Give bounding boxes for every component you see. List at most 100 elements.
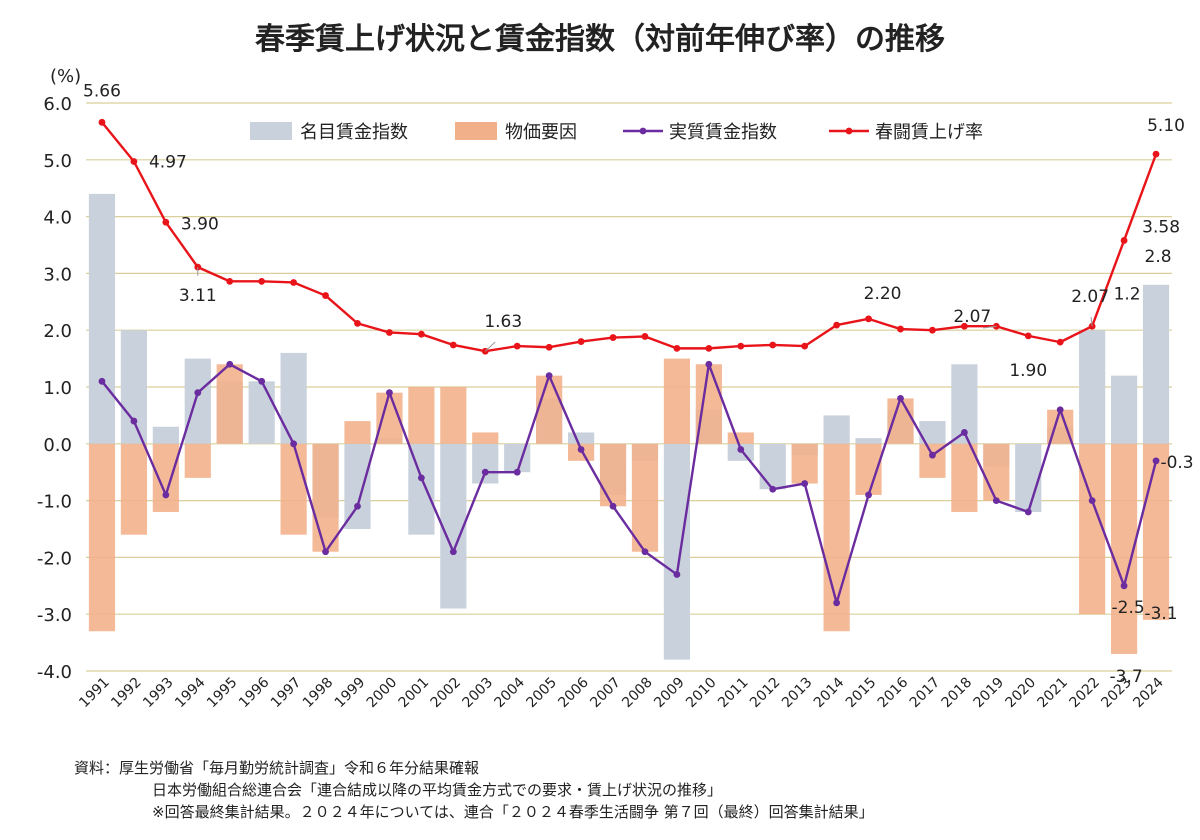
real-wage-point: [1152, 457, 1160, 465]
y-tick-label: -2.0: [37, 548, 72, 569]
y-tick-label: 3.0: [43, 264, 72, 285]
nominal-wage-bar: [1110, 375, 1138, 444]
real-wage-line: [101, 363, 1158, 605]
shunto-rate-point: [258, 277, 266, 285]
x-tick-label: 2014: [811, 674, 848, 711]
price-factor-bar: [695, 364, 722, 444]
real-wage-point: [801, 480, 809, 487]
nominal-wage-bar: [88, 193, 116, 444]
data-label: 2.8: [1145, 247, 1172, 267]
price-factor-bar: [1079, 443, 1106, 615]
price-factor-bar: [280, 443, 307, 535]
real-wage-point: [929, 451, 936, 459]
shunto-rate-point: [833, 321, 841, 329]
x-tick-label: 2012: [747, 675, 784, 712]
data-label: 2.07: [1071, 287, 1109, 307]
price-factor-bar: [631, 443, 659, 552]
data-label: -0.3: [1160, 453, 1193, 473]
shunto-rate-point: [1024, 332, 1032, 340]
price-factor-bar: [887, 398, 914, 444]
real-wage-point: [865, 491, 872, 499]
real-wage-point: [545, 372, 553, 380]
data-label: 3.11: [179, 286, 217, 306]
source-notes: 資料：厚生労働省「毎月勤労統計調査」令和６年分結果確報 日本労働組合総連合会「連…: [74, 757, 874, 823]
x-tick-label: 1998: [300, 675, 337, 712]
data-label-leader: [484, 341, 496, 352]
source-note-2: 日本労働組合総連合会「連合結成以降の平均賃金方式での要求・賃上げ状況の推移」: [152, 781, 723, 799]
shunto-rate-point: [801, 342, 809, 350]
x-tick-label: 2015: [843, 675, 880, 712]
real-wage-point: [1088, 497, 1096, 504]
x-tick-label: 2011: [715, 675, 752, 712]
shunto-rate-point: [897, 325, 904, 333]
real-wage-point: [1120, 582, 1128, 590]
x-tick-label: 2013: [779, 675, 816, 712]
nominal-wage-bar: [472, 443, 499, 484]
nominal-wage-bar: [759, 443, 786, 490]
real-wage-point: [258, 377, 266, 385]
real-wage-point: [322, 548, 329, 556]
x-tick-label: 1992: [108, 675, 145, 712]
real-wage-point: [386, 389, 393, 397]
shunto-rate-point: [609, 334, 617, 341]
nominal-wage-bar: [440, 443, 467, 609]
real-wage-point: [673, 571, 681, 578]
data-label: -3.7: [1110, 667, 1143, 687]
real-wage-point: [705, 360, 713, 368]
y-tick-label: 2.0: [43, 321, 72, 342]
real-wage-point: [1024, 508, 1032, 516]
data-label: 3.58: [1142, 217, 1180, 237]
price-factor-bar: [1142, 443, 1170, 620]
x-tick-label: 2018: [939, 675, 976, 712]
legend-label: 実質賃金指数: [669, 122, 777, 143]
price-factor-bar: [120, 443, 148, 535]
real-wage-point: [1056, 406, 1064, 414]
real-wage-point: [769, 485, 777, 493]
price-factor-bar: [599, 443, 627, 507]
y-tick-label: 5.0: [43, 151, 72, 172]
data-label: 2.20: [864, 284, 902, 304]
price-factor-bar: [791, 443, 818, 484]
price-factor-bar: [951, 443, 978, 512]
real-wage-point: [960, 429, 968, 436]
x-tick-label: 2006: [555, 674, 592, 711]
data-label: -3.1: [1144, 604, 1177, 624]
real-wage-point: [449, 548, 457, 556]
x-tick-label: 2020: [1003, 675, 1040, 712]
shunto-rate-point: [354, 319, 361, 327]
shunto-rate-point: [1120, 237, 1128, 244]
shunto-rate-point: [737, 342, 745, 350]
legend-swatch-point: [845, 127, 853, 135]
real-wage-point: [609, 502, 617, 510]
price-factor-bar: [727, 432, 754, 444]
x-tick-label: 1991: [76, 675, 113, 712]
x-tick-label: 2001: [396, 675, 433, 712]
nominal-wage-bar: [919, 421, 946, 444]
legend-swatch: [250, 122, 292, 140]
real-wage-point: [992, 497, 1000, 504]
data-label-leader: [1090, 316, 1093, 327]
shunto-rate-point: [226, 277, 234, 285]
shunto-rate-line: [101, 121, 1158, 353]
y-tick-label: 0.0: [43, 435, 72, 456]
data-label: 2.07: [953, 307, 991, 327]
shunto-rate-point: [290, 279, 298, 286]
real-wage-point: [290, 440, 298, 448]
shunto-rate-point: [641, 333, 649, 340]
price-factor-bar: [408, 387, 435, 444]
x-tick-label: 2002: [428, 675, 465, 712]
real-wage-point: [833, 599, 841, 607]
shunto-rate-point: [545, 343, 553, 351]
data-label: 3.90: [181, 214, 219, 234]
x-tick-label: 2016: [875, 674, 912, 711]
nominal-wage-bar: [280, 352, 307, 444]
nominal-wage-bar: [567, 432, 595, 444]
x-tick-label: 2007: [587, 675, 624, 712]
shunto-rate-point: [769, 341, 777, 349]
y-tick-label: 4.0: [43, 208, 72, 229]
shunto-rate-point: [1056, 338, 1064, 346]
nominal-wage-bar: [152, 426, 179, 444]
data-label: 4.97: [149, 153, 187, 173]
nominal-wage-bar: [1142, 284, 1170, 444]
x-tick-label: 2021: [1035, 675, 1072, 712]
